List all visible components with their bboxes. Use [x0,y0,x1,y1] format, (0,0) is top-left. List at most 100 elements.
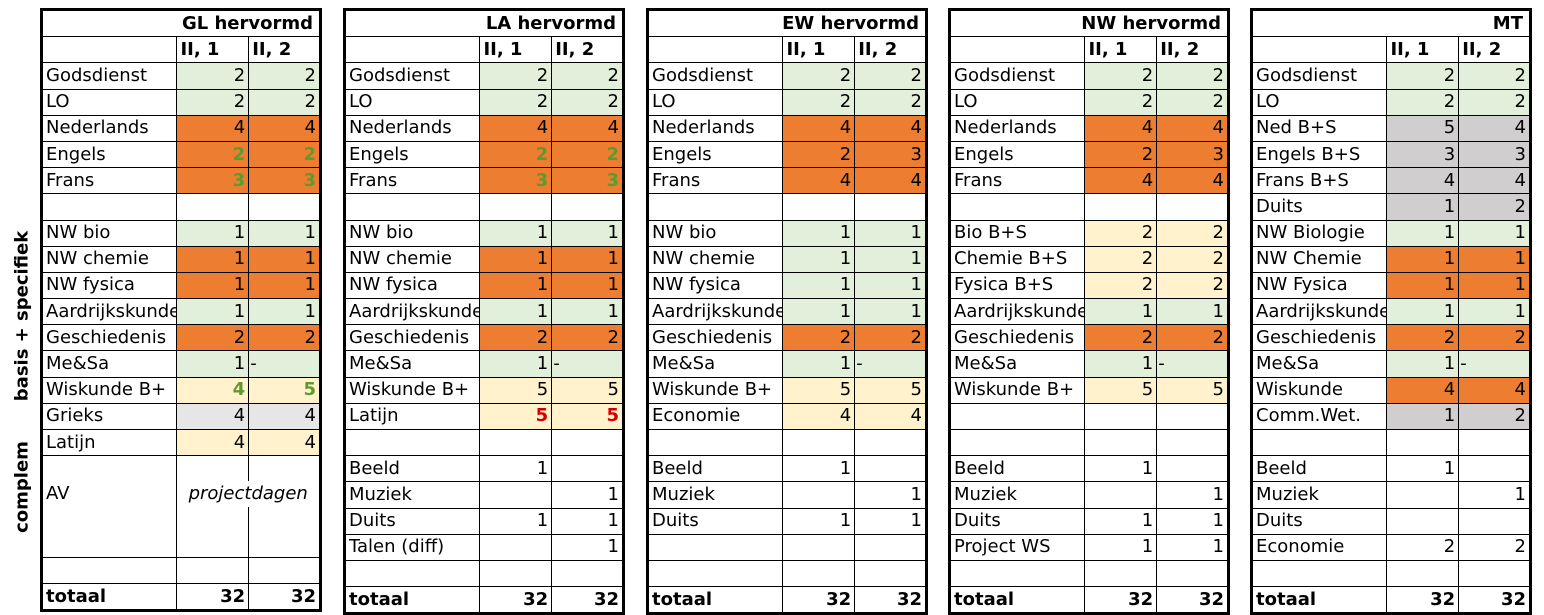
hours-cell [479,193,553,221]
subject-label: NW bio [343,219,481,247]
subject-label: totaal [40,583,178,612]
subject-label: Geschiedenis [948,324,1086,352]
hours-cell: 2 [1084,271,1158,300]
table-title: NW hervormd [1081,12,1221,34]
hours-cell: 1 [1458,298,1531,326]
subject-label: Engels [646,140,784,169]
table-row [1250,559,1531,588]
hours-cell: 2 [1458,402,1531,431]
column-header: II, 1 [1084,36,1158,64]
table-row: Wiskunde B+ 5 5 [343,376,624,404]
hours-cell: 2 [1084,140,1158,169]
table-row: Latijn 5 5 [343,402,624,431]
table-row: Nederlands 4 4 [40,114,321,142]
subject-label [343,193,481,221]
subject-label: Frans [343,167,481,195]
hours-cell [248,531,321,558]
subject-label: Wiskunde B+ [40,376,178,404]
table-row: Aardrijkskunde 1 1 [40,298,321,326]
hours-cell: 5 [551,402,624,431]
subject-label: totaal [948,586,1086,615]
hours-cell: 2 [479,324,553,352]
hours-cell: 2 [479,88,553,116]
subject-label: Latijn [40,428,178,457]
hours-cell: 2 [854,62,927,90]
table-row [343,193,624,221]
hours-cell: 1 [854,245,927,273]
subject-label [343,559,481,588]
hours-cell: 1 [1156,481,1229,509]
hours-cell [176,506,250,532]
hours-cell [1386,428,1460,457]
subject-label: Geschiedenis [1250,324,1388,352]
subject-label [40,193,178,221]
hours-cell: 2 [854,324,927,352]
subject-label: Frans [646,167,784,195]
hours-cell [479,428,553,457]
table-row: Frans 4 4 [646,167,927,195]
table-row: NW chemie 1 1 [646,245,927,273]
hours-cell: 5 [1084,376,1158,404]
table-row: Chemie B+S 2 2 [948,245,1229,273]
table-title: MT [1492,12,1523,34]
table-row: Engels 2 2 [343,140,624,169]
hours-cell [1156,428,1229,457]
subject-label: Wiskunde B+ [646,376,784,404]
hours-cell: 1 [176,219,250,247]
hours-cell: 3 [1458,140,1531,169]
hours-cell [176,556,250,585]
hours-cell: 1 [479,245,553,273]
subject-label [948,193,1086,221]
subject-label: Aardrijkskunde [948,298,1086,326]
header-spacer [343,36,481,64]
hours-cell: 4 [1084,114,1158,142]
total-row: totaal 32 32 [1250,586,1531,615]
hours-cell: 1 [1458,245,1531,273]
hours-cell: 1 [551,533,624,561]
subject-label: Aardrijkskunde [646,298,784,326]
hours-cell: 1 [854,298,927,326]
hours-cell: 2 [479,140,553,169]
table-row: Godsdienst 2 2 [343,62,624,90]
table-row: NW fysica 1 1 [646,271,927,300]
subject-label: Duits [1250,507,1388,535]
hours-cell [1084,193,1158,221]
side-label-complem: complem [11,441,33,533]
hours-cell [1084,403,1158,430]
hours-cell: 4 [176,428,250,457]
table-row [40,455,321,482]
subject-label: Duits [646,507,784,535]
hours-cell: 1 [248,298,321,326]
table-title: GL hervormd [181,12,313,34]
table-row: Beeld 1 [948,455,1229,483]
table-row: Me&Sa 1- [646,350,927,378]
hours-cell: 1 [479,507,553,535]
hours-cell: 1 [1386,193,1460,221]
subject-label: Chemie B+S [948,245,1086,273]
table-row: Me&Sa 1- [1250,350,1531,378]
hours-cell: 1 [1084,298,1158,326]
subject-label [948,559,1086,588]
hours-cell: 1 [248,271,321,300]
table-row: NW Biologie 1 1 [1250,219,1531,247]
hours-cell: 1 [176,350,250,378]
hours-cell: 1 [479,298,553,326]
hours-cell [1386,481,1460,509]
subject-label [1250,428,1388,457]
hours-cell: 32 [854,586,927,615]
subject-label: Godsdienst [948,62,1086,90]
hours-cell [1156,403,1229,430]
hours-cell: 1 [551,298,624,326]
hours-cell: 1 [479,271,553,300]
hours-cell: 1 [1458,481,1531,509]
hours-cell [854,455,927,483]
hours-cell: 4 [1386,376,1460,404]
hours-cell [1156,193,1229,221]
hours-cell [782,559,856,588]
subject-label: Muziek [1250,481,1388,509]
hours-cell: 2 [1156,88,1229,116]
table-row: NW bio 1 1 [646,219,927,247]
table-row: Geschiedenis 2 2 [40,324,321,352]
hours-cell: 2 [1386,533,1460,561]
table-row [646,559,927,588]
